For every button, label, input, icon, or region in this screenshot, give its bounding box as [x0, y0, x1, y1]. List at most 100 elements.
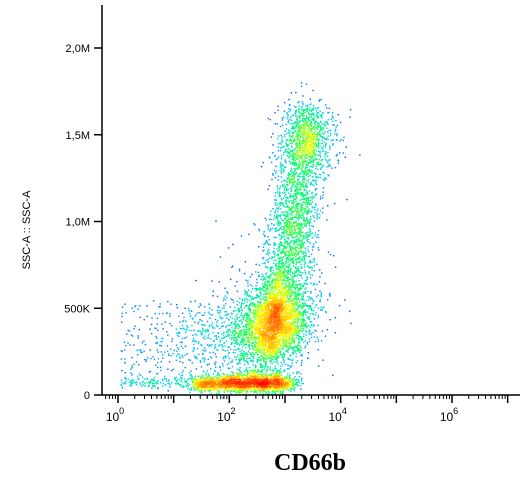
event-dot: [267, 224, 269, 226]
event-dot: [309, 160, 311, 162]
event-dot: [297, 134, 300, 136]
event-dot: [286, 292, 289, 295]
event-dot: [254, 347, 256, 349]
event-dot: [281, 266, 284, 268]
event-dot: [306, 148, 309, 150]
event-dot: [278, 195, 280, 197]
event-dot: [299, 176, 302, 178]
event-dot: [284, 268, 287, 270]
event-dot: [320, 98, 322, 101]
event-dot: [294, 346, 296, 349]
event-dot: [291, 225, 293, 228]
event-dot: [276, 337, 278, 340]
event-dot: [282, 357, 285, 359]
event-dot: [270, 136, 273, 138]
event-dot: [321, 309, 323, 311]
event-dot: [303, 302, 305, 305]
event-dot: [327, 119, 329, 121]
event-dot: [316, 134, 319, 136]
event-dot: [289, 208, 291, 211]
event-dot: [302, 296, 304, 298]
event-dot: [262, 161, 264, 164]
event-dot: [303, 258, 305, 260]
event-dot: [311, 151, 314, 154]
event-dot: [268, 319, 271, 322]
event-dot: [286, 113, 288, 115]
event-dot: [291, 235, 293, 238]
event-dot: [295, 324, 297, 327]
event-dot: [255, 331, 258, 334]
event-dot: [284, 213, 286, 216]
event-dot: [279, 188, 281, 190]
event-dot: [278, 257, 281, 259]
event-dot: [307, 245, 309, 248]
event-dot: [274, 352, 276, 354]
event-dot: [269, 368, 271, 370]
event-dot: [278, 247, 280, 249]
event-dot: [273, 308, 275, 311]
event-dot: [326, 137, 328, 139]
event-dot: [292, 242, 295, 244]
event-dot: [269, 361, 271, 363]
event-dot: [331, 116, 333, 119]
event-dot: [279, 300, 281, 302]
event-dot: [297, 179, 300, 181]
event-dot: [259, 312, 261, 314]
event-dot: [277, 175, 280, 177]
event-dot: [315, 158, 317, 161]
event-dot: [299, 173, 301, 175]
event-dot: [278, 263, 280, 265]
event-dot: [298, 152, 301, 155]
event-dot: [298, 131, 301, 133]
event-dot: [285, 128, 288, 130]
event-dot: [294, 248, 296, 250]
event-dot: [279, 186, 281, 188]
event-dot: [331, 167, 333, 169]
event-dot: [309, 141, 311, 144]
event-dot: [313, 197, 315, 199]
event-dot: [266, 314, 268, 316]
event-dot: [321, 147, 323, 149]
event-dot: [304, 197, 306, 200]
event-dot: [290, 300, 292, 302]
event-dot: [259, 321, 261, 323]
event-dot: [334, 128, 337, 131]
event-dot: [311, 109, 313, 111]
event-dot: [286, 331, 289, 333]
event-dot: [316, 139, 318, 141]
event-dot: [310, 159, 312, 161]
event-dot: [299, 246, 302, 248]
event-dot: [268, 275, 271, 277]
event-dot: [285, 338, 288, 340]
event-dot: [267, 267, 269, 269]
event-dot: [323, 306, 325, 308]
event-dot: [277, 190, 279, 192]
event-dot: [285, 162, 287, 164]
event-dot: [265, 347, 267, 350]
event-dot: [278, 299, 280, 302]
event-dot: [296, 218, 298, 220]
event-dot: [223, 342, 225, 344]
event-dot: [308, 221, 311, 223]
event-dot: [282, 236, 284, 238]
event-dot: [288, 175, 291, 178]
event-dot: [287, 174, 289, 176]
event-dot: [258, 316, 261, 318]
event-dot: [288, 271, 290, 273]
event-dot: [299, 301, 301, 303]
event-dot: [310, 103, 312, 105]
event-dot: [311, 192, 314, 194]
event-dot: [304, 185, 307, 188]
event-dot: [264, 341, 267, 343]
event-dot: [288, 139, 290, 142]
event-dot: [295, 188, 297, 191]
event-dot: [280, 162, 282, 164]
event-dot: [290, 116, 292, 118]
event-dot: [321, 197, 324, 199]
event-dot: [276, 286, 278, 289]
event-dot: [274, 203, 277, 206]
event-dot: [281, 304, 283, 306]
event-dot: [259, 348, 261, 350]
event-dot: [287, 291, 290, 294]
event-dot: [251, 355, 253, 357]
